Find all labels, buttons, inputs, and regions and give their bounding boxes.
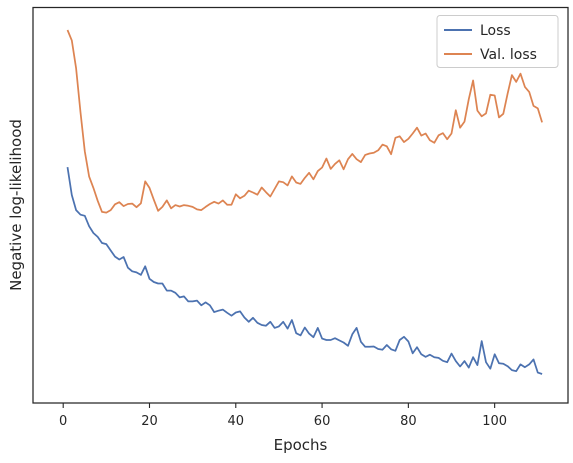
plot-frame — [32, 6, 569, 404]
legend: Loss Val. loss — [436, 15, 559, 68]
x-axis-ticks: 0 20 40 60 80 100 — [59, 403, 507, 429]
x-tick-label: 40 — [228, 414, 245, 429]
series-line-loss — [66, 166, 543, 375]
x-tick-label: 60 — [314, 414, 331, 429]
x-tick-label: 20 — [141, 414, 158, 429]
x-tick-label: 80 — [400, 414, 417, 429]
series-line-val-loss — [66, 29, 543, 214]
series-layer — [66, 29, 543, 375]
x-axis-title: Epochs — [274, 436, 328, 454]
x-tick-label: 0 — [59, 414, 67, 429]
x-tick-label: 100 — [482, 414, 507, 429]
legend-label-val-loss: Val. loss — [480, 47, 537, 63]
y-axis-title: Negative log-likelihood — [7, 119, 25, 291]
legend-label-loss: Loss — [480, 23, 511, 39]
